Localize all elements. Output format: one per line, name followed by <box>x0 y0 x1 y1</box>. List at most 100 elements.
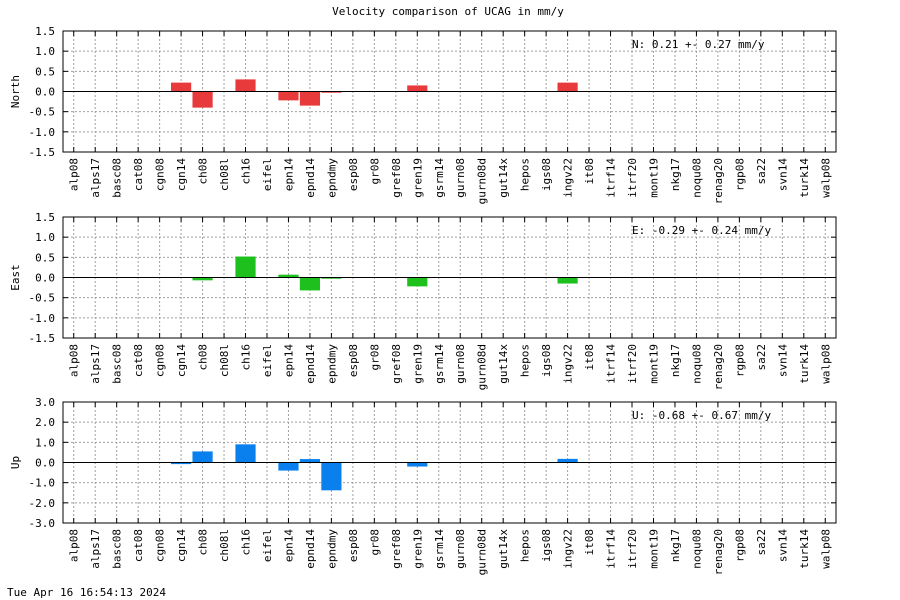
north-ytick-label: 1.5 <box>35 25 55 38</box>
up-bar-ch16 <box>235 444 256 463</box>
north-xtick-label: ch08l <box>218 158 231 191</box>
east-ytick-label: -1.0 <box>29 312 56 325</box>
east-ytick-label: 1.0 <box>35 231 55 244</box>
east-xtick-label: esp08 <box>347 344 360 377</box>
north-xtick-label: sa22 <box>755 158 768 185</box>
up-xtick-label: basc08 <box>111 529 124 569</box>
up-xtick-label: ch16 <box>240 529 253 556</box>
north-xtick-label: epnd14 <box>304 158 317 198</box>
up-xtick-label: epn14 <box>282 529 295 562</box>
up-xtick-label: ch08 <box>197 529 210 556</box>
north-bar-gren19 <box>407 85 428 92</box>
east-bar-ch08 <box>192 277 213 281</box>
east-ytick-label: 0.0 <box>35 272 55 285</box>
up-xtick-label: alps17 <box>89 529 102 569</box>
up-xtick-label: hepos <box>519 529 532 562</box>
up-bar-epn14 <box>278 462 299 471</box>
east-ytick-label: -1.5 <box>29 332 56 345</box>
north-xtick-label: cgn14 <box>175 158 188 191</box>
up-xtick-label: rgp08 <box>733 529 746 562</box>
up-xtick-label: renag20 <box>712 529 725 575</box>
east-xtick-label: ingv22 <box>562 344 575 384</box>
east-xtick-label: itrf14 <box>605 344 618 384</box>
east-xtick-label: alps17 <box>89 344 102 384</box>
north-ytick-label: -1.0 <box>29 126 56 139</box>
up-ytick-label: 3.0 <box>35 396 55 409</box>
up-annotation: U: -0.68 +- 0.67 mm/y <box>632 409 771 422</box>
up-bar-epndmy <box>321 462 342 491</box>
timestamp: Tue Apr 16 16:54:13 2024 <box>7 586 166 599</box>
north-xtick-label: ch08 <box>197 158 210 185</box>
north-xtick-label: itrf14 <box>605 158 618 198</box>
east-xtick-label: epn14 <box>282 344 295 377</box>
up-xtick-label: gurn08d <box>476 529 489 575</box>
east-ytick-label: -0.5 <box>29 292 56 305</box>
east-xtick-label: cgn08 <box>154 344 167 377</box>
east-xtick-label: hepos <box>519 344 532 377</box>
up-xtick-label: itrf14 <box>605 529 618 569</box>
up-xtick-label: gurn08 <box>454 529 467 569</box>
north-xtick-label: turk14 <box>798 158 811 198</box>
up-plot-border <box>62 401 837 524</box>
east-xtick-label: gr08 <box>368 344 381 371</box>
up-xtick-label: svn14 <box>776 529 789 562</box>
north-xtick-label: walp08 <box>819 158 832 198</box>
up-xtick-label: noqu08 <box>690 529 703 569</box>
north-ytick-label: 0.0 <box>35 86 55 99</box>
north-bar-ch08 <box>192 91 213 108</box>
east-xtick-label: itrf20 <box>626 344 639 384</box>
east-xtick-label: gurn08d <box>476 344 489 390</box>
up-xtick-label: gref08 <box>390 529 403 569</box>
north-xtick-label: svn14 <box>776 158 789 191</box>
east-xtick-label: cat08 <box>132 344 145 377</box>
east-xtick-label: epnd14 <box>304 344 317 384</box>
north-bar-ingv22 <box>557 82 578 92</box>
up-ytick-label: 2.0 <box>35 416 55 429</box>
north-xtick-label: nkg17 <box>669 158 682 191</box>
up-xtick-label: sa22 <box>755 529 768 556</box>
north-xtick-label: gren19 <box>411 158 424 198</box>
east-xtick-label: nkg17 <box>669 344 682 377</box>
north-xtick-label: basc08 <box>111 158 124 198</box>
east-xtick-label: gurn08 <box>454 344 467 384</box>
east-xtick-label: alp08 <box>68 344 81 377</box>
north-xtick-label: mont19 <box>647 158 660 198</box>
north-ytick-label: 1.0 <box>35 45 55 58</box>
north-xtick-label: esp08 <box>347 158 360 191</box>
up-xtick-label: gr08 <box>368 529 381 556</box>
north-ytick-label: 0.5 <box>35 65 55 78</box>
up-xtick-label: epnd14 <box>304 529 317 569</box>
east-bar-epndmy <box>321 277 342 279</box>
north-xtick-label: cgn08 <box>154 158 167 191</box>
north-xtick-label: gsrm14 <box>433 158 446 198</box>
east-bar-epnd14 <box>299 277 321 291</box>
east-xtick-label: mont19 <box>647 344 660 384</box>
north-xtick-label: alp08 <box>68 158 81 191</box>
north-xtick-label: noqu08 <box>690 158 703 198</box>
up-xtick-label: eifel <box>261 529 274 562</box>
up-xtick-label: cgn14 <box>175 529 188 562</box>
up-xtick-label: ingv22 <box>562 529 575 569</box>
east-xtick-label: gsrm14 <box>433 344 446 384</box>
up-xtick-label: epndmy <box>325 529 338 569</box>
east-bar-gren19 <box>407 277 428 287</box>
east-plot-border <box>62 216 837 339</box>
north-xtick-label: epndmy <box>325 158 338 198</box>
north-xtick-label: rgp08 <box>733 158 746 191</box>
up-xtick-label: mont19 <box>647 529 660 569</box>
east-xtick-label: gref08 <box>390 344 403 384</box>
east-bar-ch16 <box>235 256 256 278</box>
east-ytick-label: 0.5 <box>35 251 55 264</box>
up-ytick-label: -2.0 <box>29 497 56 510</box>
up-bar-cgn14 <box>171 462 192 465</box>
up-xtick-label: cgn08 <box>154 529 167 562</box>
up-xtick-label: nkg17 <box>669 529 682 562</box>
north-xtick-label: gut14x <box>497 158 510 198</box>
east-xtick-label: turk14 <box>798 344 811 384</box>
north-xtick-label: itrf20 <box>626 158 639 198</box>
north-xtick-label: cat08 <box>132 158 145 191</box>
up-bar-ch08 <box>192 451 213 463</box>
east-xtick-label: rgp08 <box>733 344 746 377</box>
east-xtick-label: ch08 <box>197 344 210 371</box>
